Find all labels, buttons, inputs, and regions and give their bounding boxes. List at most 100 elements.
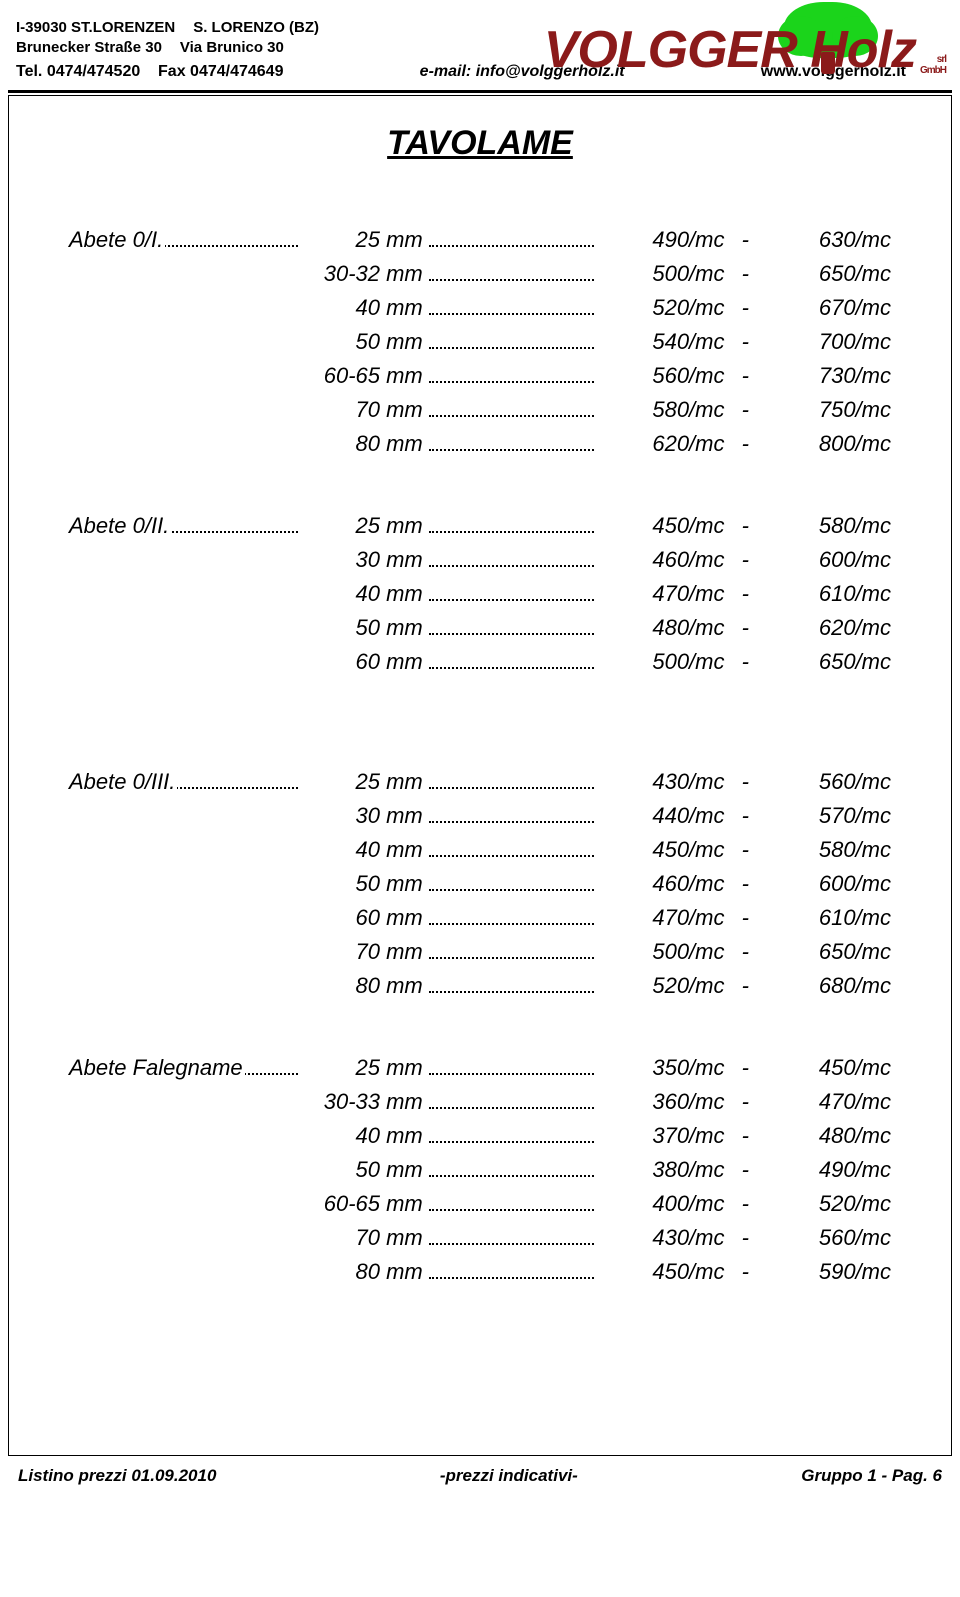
product-name-cell <box>69 427 298 461</box>
product-name-cell <box>69 935 298 969</box>
thickness-cell: 50 mm <box>298 867 423 901</box>
price-high-cell: 650/mc <box>766 645 891 679</box>
section-gap <box>69 461 891 509</box>
city: S. LORENZO (BZ) <box>193 18 319 38</box>
table-row: 50 mm380/mc-490/mc <box>69 1153 891 1187</box>
dash-cell: - <box>725 1221 767 1255</box>
table-row: Abete 0/III. 25 mm430/mc-560/mc <box>69 765 891 799</box>
dash-cell: - <box>725 359 767 393</box>
leader-dots <box>423 935 600 969</box>
logo-area: VOLGGER HolzsrlGmbH <box>406 6 946 76</box>
leader-dots <box>423 1051 600 1085</box>
dash-cell: - <box>725 257 767 291</box>
dash-cell: - <box>725 1187 767 1221</box>
table-row: 80 mm450/mc-590/mc <box>69 1255 891 1289</box>
price-high-cell: 650/mc <box>766 257 891 291</box>
leader-dots <box>423 359 600 393</box>
price-table: Abete 0/I.25 mm490/mc-630/mc30-32 mm500/… <box>69 223 891 1289</box>
leader-dots <box>423 1221 600 1255</box>
thickness-cell: 70 mm <box>298 1221 423 1255</box>
product-name-cell <box>69 867 298 901</box>
dash-cell: - <box>725 509 767 543</box>
price-low-cell: 460/mc <box>600 867 725 901</box>
table-row: 50 mm480/mc-620/mc <box>69 611 891 645</box>
table-row: 30-32 mm500/mc-650/mc <box>69 257 891 291</box>
price-low-cell: 380/mc <box>600 1153 725 1187</box>
dash-cell: - <box>725 1119 767 1153</box>
table-row: Abete 0/II.25 mm450/mc-580/mc <box>69 509 891 543</box>
thickness-cell: 70 mm <box>298 393 423 427</box>
table-row: 70 mm580/mc-750/mc <box>69 393 891 427</box>
divider-thick <box>8 90 952 93</box>
thickness-cell: 70 mm <box>298 935 423 969</box>
thickness-cell: 25 mm <box>298 223 423 257</box>
footer-left: Listino prezzi 01.09.2010 <box>18 1466 216 1486</box>
table-row: Abete 0/I.25 mm490/mc-630/mc <box>69 223 891 257</box>
thickness-cell: 40 mm <box>298 291 423 325</box>
price-high-cell: 610/mc <box>766 901 891 935</box>
price-low-cell: 400/mc <box>600 1187 725 1221</box>
thickness-cell: 60-65 mm <box>298 359 423 393</box>
product-name-cell <box>69 1119 298 1153</box>
price-high-cell: 470/mc <box>766 1085 891 1119</box>
leader-dots <box>423 765 600 799</box>
table-row: 60 mm500/mc-650/mc <box>69 645 891 679</box>
thickness-cell: 30-33 mm <box>298 1085 423 1119</box>
price-high-cell: 750/mc <box>766 393 891 427</box>
price-high-cell: 580/mc <box>766 833 891 867</box>
price-high-cell: 650/mc <box>766 935 891 969</box>
dash-cell: - <box>725 901 767 935</box>
thickness-cell: 60-65 mm <box>298 1187 423 1221</box>
product-name-cell <box>69 1085 298 1119</box>
leader-dots <box>423 427 600 461</box>
leader-dots <box>423 611 600 645</box>
product-name-cell <box>69 611 298 645</box>
price-high-cell: 600/mc <box>766 867 891 901</box>
price-high-cell: 700/mc <box>766 325 891 359</box>
product-name-cell <box>69 833 298 867</box>
table-row: 30 mm440/mc-570/mc <box>69 799 891 833</box>
table-row: 70 mm500/mc-650/mc <box>69 935 891 969</box>
dash-cell: - <box>725 867 767 901</box>
leader-dots <box>423 577 600 611</box>
tel: Tel. 0474/474520 <box>16 63 140 80</box>
leader-dots <box>423 901 600 935</box>
product-name-cell <box>69 645 298 679</box>
price-high-cell: 620/mc <box>766 611 891 645</box>
leader-dots <box>423 1153 600 1187</box>
product-name-cell <box>69 291 298 325</box>
product-name-cell: Abete Falegname <box>69 1051 298 1085</box>
page-header: I-39030 ST.LORENZEN S. LORENZO (BZ) Brun… <box>0 0 960 89</box>
thickness-cell: 50 mm <box>298 611 423 645</box>
product-name-cell <box>69 543 298 577</box>
dash-cell: - <box>725 765 767 799</box>
thickness-cell: 80 mm <box>298 1255 423 1289</box>
section-gap <box>69 679 891 765</box>
price-low-cell: 520/mc <box>600 969 725 1003</box>
table-row: 80 mm520/mc-680/mc <box>69 969 891 1003</box>
table-row: 40 mm470/mc-610/mc <box>69 577 891 611</box>
price-low-cell: 430/mc <box>600 765 725 799</box>
product-name-cell <box>69 799 298 833</box>
dash-cell: - <box>725 799 767 833</box>
dash-cell: - <box>725 223 767 257</box>
price-low-cell: 500/mc <box>600 257 725 291</box>
table-row: 40 mm370/mc-480/mc <box>69 1119 891 1153</box>
product-name-cell <box>69 1153 298 1187</box>
product-name-cell <box>69 359 298 393</box>
dash-cell: - <box>725 427 767 461</box>
address-block: I-39030 ST.LORENZEN S. LORENZO (BZ) Brun… <box>16 18 319 59</box>
price-high-cell: 450/mc <box>766 1051 891 1085</box>
thickness-cell: 25 mm <box>298 509 423 543</box>
page-footer: Listino prezzi 01.09.2010 -prezzi indica… <box>0 1456 960 1514</box>
dash-cell: - <box>725 1255 767 1289</box>
leader-dots <box>423 509 600 543</box>
dash-cell: - <box>725 291 767 325</box>
table-row: 70 mm430/mc-560/mc <box>69 1221 891 1255</box>
table-row: 50 mm540/mc-700/mc <box>69 325 891 359</box>
product-name-cell: Abete 0/II. <box>69 509 298 543</box>
leader-dots <box>423 969 600 1003</box>
price-low-cell: 450/mc <box>600 833 725 867</box>
leader-dots <box>423 1085 600 1119</box>
dash-cell: - <box>725 935 767 969</box>
